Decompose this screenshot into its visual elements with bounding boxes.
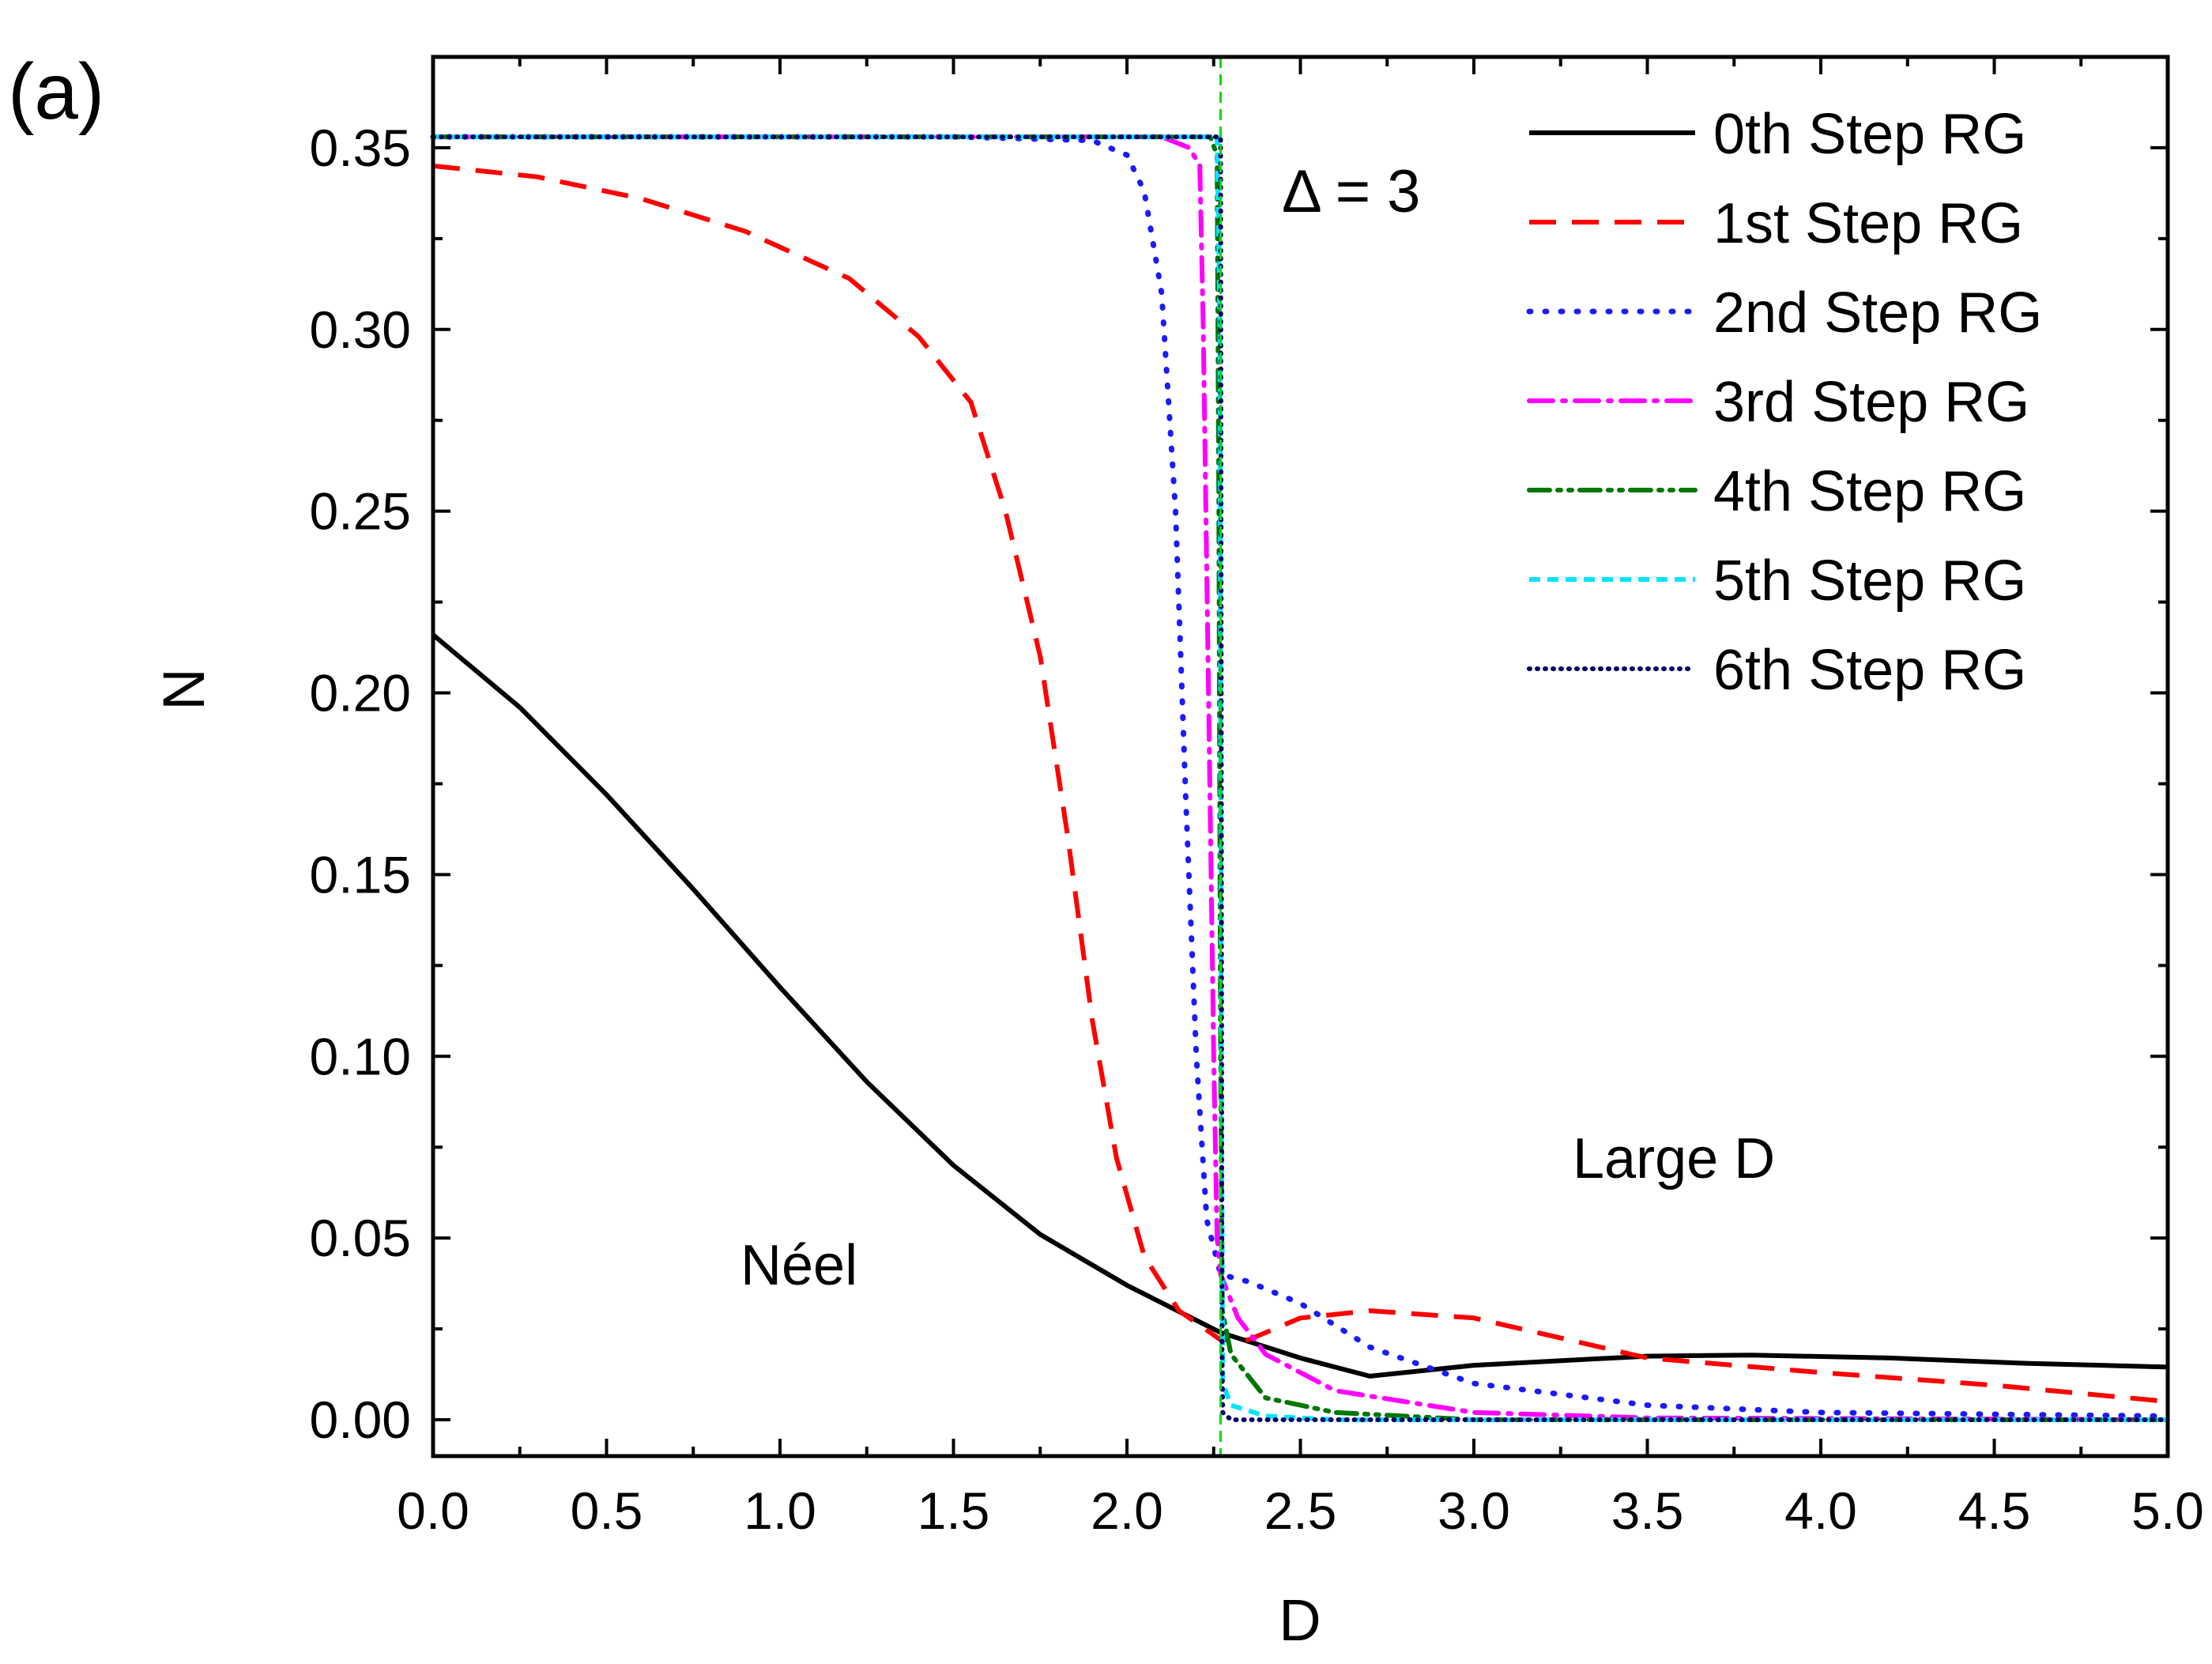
x-tick-label: 2.5 bbox=[1264, 1481, 1337, 1540]
y-axis-title: N bbox=[151, 668, 217, 710]
series-line-1 bbox=[432, 163, 2169, 1404]
x-tick-label: 3.5 bbox=[1611, 1481, 1684, 1540]
x-tick-label: 2.0 bbox=[1091, 1481, 1163, 1540]
x-tick-label: 1.5 bbox=[918, 1481, 990, 1540]
series-line-3 bbox=[431, 134, 2170, 1422]
legend: 0th Step RG 1st Step RG 2nd Step RG 3rd Ste… bbox=[1526, 103, 2042, 702]
legend-label-1: 1st Step RG bbox=[1713, 192, 2023, 255]
x-tick-label: 4.0 bbox=[1784, 1481, 1857, 1540]
x-tick-label: 0.5 bbox=[571, 1481, 643, 1540]
legend-label-5: 5th Step RG bbox=[1713, 549, 2026, 613]
x-tick-label: 5.0 bbox=[2131, 1481, 2204, 1540]
y-tick-label: 0.30 bbox=[310, 300, 411, 359]
x-tick-label: 1.0 bbox=[744, 1481, 816, 1540]
series-line-5 bbox=[433, 134, 2168, 1422]
x-tick-label: 3.0 bbox=[1438, 1481, 1510, 1540]
neel-phase-label: Néel bbox=[740, 1234, 857, 1297]
x-tick-label: 4.5 bbox=[1958, 1481, 2031, 1540]
series-layer bbox=[430, 134, 2171, 1422]
y-tick-label: 0.35 bbox=[310, 119, 411, 177]
panel-label: (a) bbox=[8, 47, 104, 136]
large-d-phase-label: Large D bbox=[1573, 1127, 1775, 1190]
legend-label-3: 3rd Step RG bbox=[1713, 371, 2029, 434]
y-tick-label: 0.25 bbox=[310, 482, 411, 541]
series-line-0 bbox=[431, 632, 2169, 1379]
series-line-6 bbox=[431, 134, 2170, 1422]
tick-labels: 0.0 0.5 1.0 1.5 2.0 2.5 3.0 3.5 4.0 4.5 5.0 0.00 0.0… bbox=[310, 119, 2204, 1540]
legend-label-2: 2nd Step RG bbox=[1713, 281, 2042, 345]
legend-label-6: 6th Step RG bbox=[1713, 639, 2026, 702]
delta-annotation: Δ = 3 bbox=[1282, 158, 1420, 225]
x-axis-title: D bbox=[1279, 1587, 1321, 1653]
y-tick-label: 0.10 bbox=[310, 1027, 411, 1085]
y-tick-label: 0.15 bbox=[310, 845, 411, 904]
y-tick-label: 0.05 bbox=[310, 1209, 411, 1267]
legend-label-0: 0th Step RG bbox=[1713, 103, 2026, 166]
y-tick-label: 0.20 bbox=[310, 664, 411, 723]
plot-frame bbox=[431, 55, 2170, 1458]
x-tick-label: 0.0 bbox=[397, 1481, 469, 1540]
legend-label-4: 4th Step RG bbox=[1713, 460, 2026, 523]
y-tick-label: 0.00 bbox=[310, 1390, 411, 1449]
